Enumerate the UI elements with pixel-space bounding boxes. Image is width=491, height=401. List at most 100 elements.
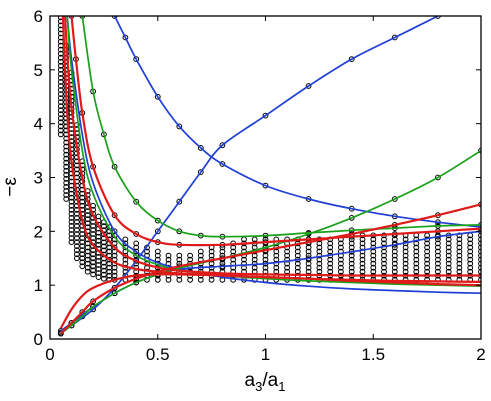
data-point-marker: [111, 228, 118, 235]
data-point-marker: [63, 196, 70, 202]
data-point-marker: [95, 266, 102, 272]
x-tick-label: 1.5: [361, 345, 385, 364]
data-point-marker: [176, 252, 183, 259]
data-point-marker: [348, 252, 355, 259]
data-point-marker: [90, 251, 96, 258]
data-point-marker: [63, 184, 70, 190]
data-point-marker: [478, 236, 481, 243]
data-point-marker: [467, 260, 474, 267]
series-marker-green: [111, 290, 118, 297]
data-point-marker: [90, 247, 96, 254]
data-point-marker: [327, 244, 334, 251]
data-point-marker: [445, 260, 452, 267]
data-point-marker: [370, 240, 377, 247]
data-point-marker: [187, 252, 194, 259]
data-point-marker: [57, 115, 64, 122]
data-point-marker: [74, 231, 80, 237]
data-point-marker: [111, 268, 118, 275]
data-point-marker: [424, 264, 431, 271]
data-point-marker: [90, 267, 96, 274]
series-marker-blue: [197, 169, 204, 176]
data-point-marker: [165, 276, 172, 283]
data-point-marker: [63, 143, 70, 150]
data-point-marker: [424, 244, 431, 251]
data-point-marker: [391, 268, 398, 275]
data-point-marker: [90, 271, 96, 278]
data-point-marker: [122, 256, 129, 263]
data-point-marker: [57, 71, 64, 77]
data-point-marker: [381, 256, 387, 263]
series-marker-blue: [262, 182, 269, 189]
data-point-marker: [68, 223, 75, 229]
data-point-marker: [133, 240, 140, 247]
data-point-marker: [90, 235, 96, 242]
data-point-marker: [208, 276, 215, 283]
x-axis-label-sub2: 1: [278, 379, 285, 394]
data-point-marker: [402, 260, 409, 267]
data-point-marker: [478, 248, 481, 255]
data-point-marker: [68, 198, 75, 205]
data-point-marker: [262, 256, 269, 263]
data-point-marker: [402, 244, 409, 251]
data-point-marker: [413, 248, 420, 255]
data-point-marker: [63, 192, 70, 198]
data-point-marker: [101, 267, 107, 274]
data-point-marker: [63, 151, 70, 158]
data-point-marker: [101, 231, 107, 238]
data-point-marker: [90, 223, 96, 229]
data-point-marker: [348, 268, 355, 275]
data-point-marker: [95, 237, 102, 244]
data-point-marker: [84, 248, 91, 255]
series-marker-blue: [154, 93, 161, 100]
data-point-marker: [413, 244, 420, 251]
data-point-marker: [95, 241, 102, 248]
data-point-marker: [381, 252, 387, 259]
data-point-marker: [79, 194, 86, 201]
series-marker-green: [154, 217, 161, 224]
data-point-marker: [101, 247, 107, 254]
data-point-marker: [79, 251, 86, 258]
data-point-marker: [144, 248, 150, 255]
y-tick-label: 2: [34, 222, 43, 241]
data-point-marker: [273, 260, 280, 267]
data-point-marker: [74, 170, 80, 177]
data-point-marker: [154, 276, 161, 283]
data-point-marker: [445, 244, 452, 251]
data-point-marker: [445, 268, 452, 275]
data-point-marker: [111, 248, 118, 255]
data-point-marker: [57, 79, 64, 85]
data-point-marker: [57, 103, 64, 110]
data-point-marker: [57, 91, 64, 97]
data-point-marker: [467, 268, 474, 275]
series-marker-green: [435, 174, 441, 181]
data-point-marker: [305, 264, 312, 271]
x-tick-label: 1: [261, 345, 270, 364]
x-axis-label-sep: /a: [262, 370, 278, 391]
y-tick-label: 4: [34, 115, 43, 134]
data-point-marker: [391, 256, 398, 263]
data-point-marker: [68, 186, 75, 193]
data-point-marker: [84, 244, 91, 251]
data-point-marker: [381, 264, 387, 271]
data-point-marker: [111, 272, 118, 279]
data-point-marker: [359, 248, 366, 255]
data-point-marker: [456, 240, 463, 247]
data-point-marker: [57, 119, 64, 126]
data-point-marker: [122, 240, 129, 247]
data-point-marker: [338, 240, 344, 247]
data-point-marker: [478, 268, 481, 275]
data-point-marker: [435, 268, 441, 275]
data-point-marker: [316, 244, 323, 251]
data-point-marker: [348, 256, 355, 263]
data-point-marker: [435, 244, 441, 251]
data-point-marker: [402, 236, 409, 243]
data-point-marker: [359, 264, 366, 271]
series-marker-blue: [305, 83, 312, 89]
series-marker-red: [133, 231, 140, 237]
data-point-marker: [251, 256, 258, 263]
data-point-marker: [57, 111, 64, 118]
data-point-marker: [79, 239, 86, 246]
data-point-marker: [74, 223, 80, 229]
data-point-marker: [84, 260, 91, 267]
data-point-marker: [316, 260, 323, 267]
